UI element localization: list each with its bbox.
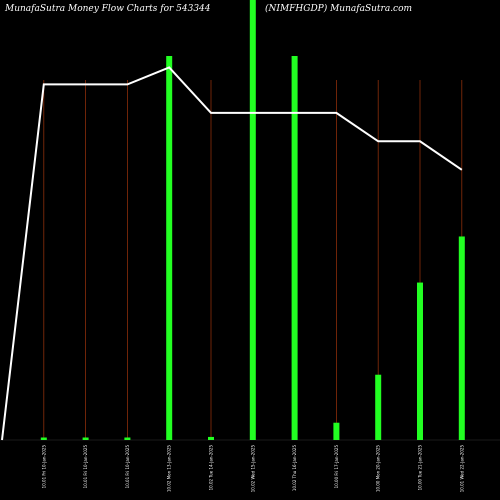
x-tick-labels: 10.01 Fri 10-Jan-2025 10.01 Fri 10-Jan-20… xyxy=(41,445,464,493)
x-tick-label: 10.01 Fri 10-Jan-2025 xyxy=(41,445,46,489)
x-tick-label: 10.00 Fri 17-Jan-2025 xyxy=(334,445,339,489)
x-tick-label: 10.02 Mon 13-Jan-2025 xyxy=(167,445,172,492)
bar xyxy=(333,422,340,440)
bar xyxy=(124,437,131,440)
bar xyxy=(82,437,89,440)
bar xyxy=(166,56,173,440)
bar xyxy=(208,436,214,440)
bar xyxy=(458,236,465,440)
x-tick-label: 10.01 Fri 10-Jan-2025 xyxy=(125,445,130,489)
x-tick-label: 10.01 Fri 10-Jan-2025 xyxy=(83,445,88,489)
x-tick-label: 10.02 Thu 16-Jan-2025 xyxy=(292,445,297,492)
chart-title: MunafaSutra Money Flow Charts for 543344 xyxy=(4,4,211,14)
bar xyxy=(375,374,382,440)
x-tick-label: 10.02 Tue 14-Jan-2025 xyxy=(209,445,214,491)
x-tick-label: 10.02 Wed 15-Jan-2025 xyxy=(250,445,255,493)
x-tick-label: 10.01 Wed 22-Jan-2025 xyxy=(459,445,464,493)
x-tick-label: 10.00 Tue 21-Jan-2025 xyxy=(418,445,423,491)
money-flow-line xyxy=(1,66,463,441)
bar xyxy=(291,56,298,440)
x-tick-label: 10.00 Mon 20-Jan-2025 xyxy=(376,445,381,492)
bar xyxy=(40,437,47,440)
line-series xyxy=(1,66,463,441)
bar xyxy=(249,0,256,440)
chart-subtitle: (NIMFHGDP) MunafaSutra.com xyxy=(265,3,412,14)
bar xyxy=(417,282,423,440)
bar-series xyxy=(40,0,465,440)
